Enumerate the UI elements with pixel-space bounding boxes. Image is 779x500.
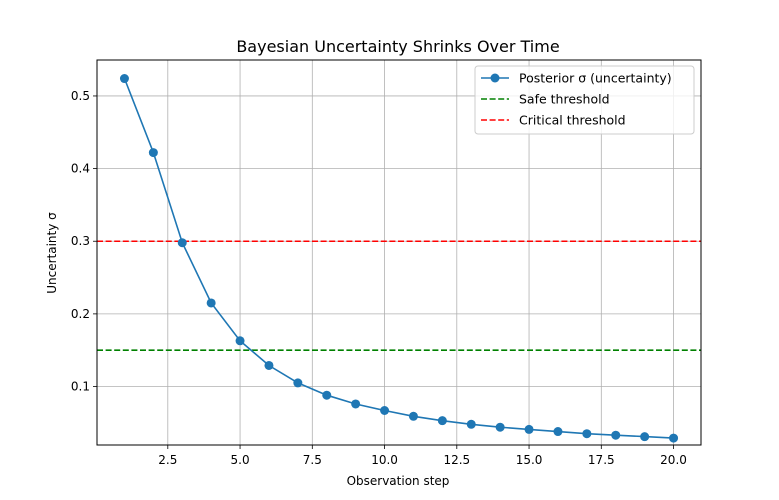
y-axis-ticks: 0.1 0.2 0.3 0.4 0.5	[71, 89, 97, 394]
posterior-point	[148, 148, 158, 158]
posterior-point	[177, 238, 187, 248]
legend: Posterior σ (uncertainty) Safe threshold C…	[474, 65, 695, 135]
posterior-point	[611, 430, 621, 440]
posterior-point	[553, 427, 563, 437]
posterior-point	[119, 74, 129, 84]
posterior-point	[437, 416, 447, 426]
x-tick-label: 5.0	[231, 453, 250, 467]
x-tick-label: 15.0	[516, 453, 543, 467]
posterior-point	[206, 298, 216, 308]
posterior-line	[123, 78, 674, 439]
legend-label: Safe threshold	[519, 92, 610, 107]
legend-box	[474, 65, 695, 135]
x-tick-label: 7.5	[303, 453, 322, 467]
threshold-lines	[97, 240, 701, 352]
y-tick-label: 0.2	[71, 307, 90, 321]
x-tick-label: 20.0	[660, 453, 687, 467]
x-tick-label: 17.5	[588, 453, 615, 467]
legend-label: Posterior σ (uncertainty)	[519, 71, 672, 86]
posterior-point	[640, 432, 650, 442]
posterior-point	[466, 419, 476, 429]
x-tick-label: 2.5	[158, 453, 177, 467]
posterior-point	[408, 411, 418, 421]
legend-marker	[490, 73, 500, 83]
legend-label: Critical threshold	[519, 113, 626, 128]
posterior-point	[495, 422, 505, 432]
y-tick-label: 0.3	[71, 234, 90, 248]
y-tick-label: 0.4	[71, 162, 90, 176]
posterior-point	[524, 424, 534, 434]
posterior-point	[264, 360, 274, 370]
posterior-point	[235, 336, 245, 346]
posterior-point	[322, 390, 332, 400]
posterior-point	[669, 433, 679, 443]
y-axis-label: Uncertainty σ	[45, 212, 59, 294]
x-tick-label: 12.5	[443, 453, 470, 467]
y-tick-label: 0.5	[71, 89, 90, 103]
x-axis-label: Observation step	[347, 474, 450, 488]
posterior-point	[351, 399, 361, 409]
y-tick-label: 0.1	[71, 380, 90, 394]
plot-frame	[96, 59, 702, 446]
chart-title: Bayesian Uncertainty Shrinks Over Time	[236, 37, 559, 56]
posterior-point	[582, 429, 592, 439]
series	[119, 74, 679, 443]
posterior-point	[293, 378, 303, 388]
x-axis-ticks: 2.5 5.0 7.5 10.0 12.5 15.0 17.5 20.0	[158, 445, 687, 467]
x-tick-label: 10.0	[371, 453, 398, 467]
posterior-point	[380, 405, 390, 415]
